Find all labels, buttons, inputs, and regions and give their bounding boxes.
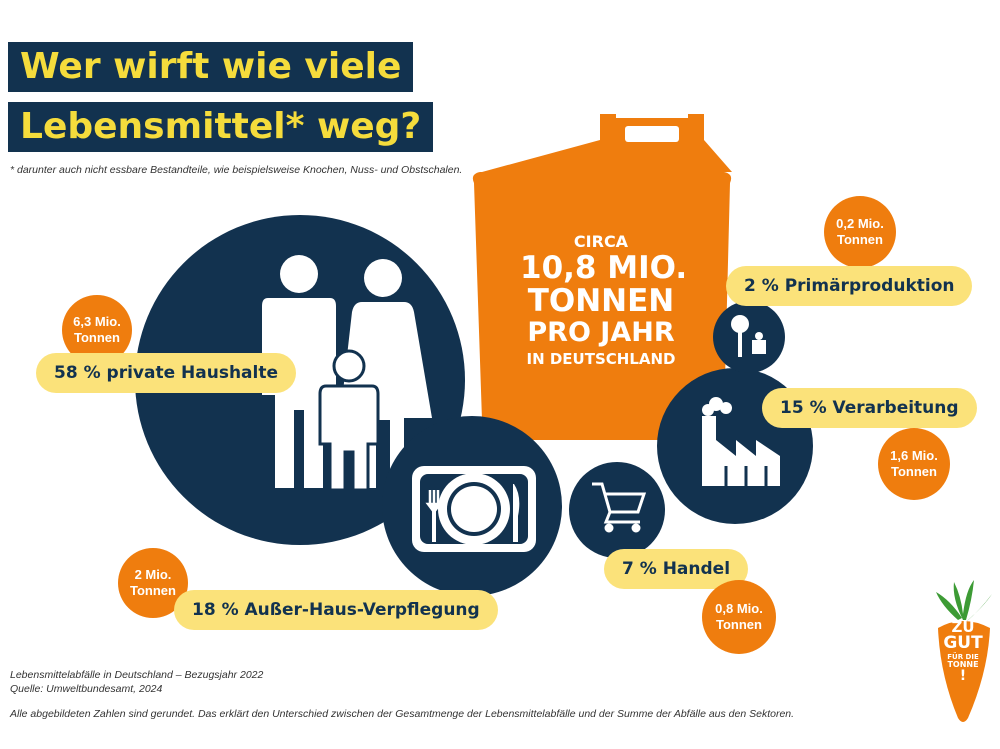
footnote: * darunter auch nicht essbare Bestandtei…: [10, 164, 463, 176]
households-amount-unit: Tonnen: [74, 330, 120, 345]
primary-circle: [713, 301, 785, 373]
processing-amount-unit: Tonnen: [891, 464, 937, 479]
total-unit: TONNEN: [527, 283, 675, 319]
processing-amount-bubble: 1,6 Mio. Tonnen: [878, 428, 950, 500]
factory-icon: [702, 397, 780, 486]
disclaimer: Alle abgebildeten Zahlen sind gerundet. …: [10, 708, 795, 720]
plate-cutlery-icon: [412, 466, 536, 552]
outofhome-amount-value: 2 Mio.: [134, 567, 172, 582]
family-icon: [262, 255, 432, 492]
outofhome-amount-unit: Tonnen: [130, 583, 176, 598]
primary-amount-bubble: 0,2 Mio. Tonnen: [824, 196, 896, 268]
logo-line-4: TONNE: [947, 660, 979, 669]
retail-circle: [569, 462, 665, 558]
total-circa: CIRCA: [573, 232, 629, 251]
shopping-cart-icon: [592, 482, 647, 533]
total-amount: 10,8 MIO.: [520, 250, 688, 286]
title-line-1: Wer wirft wie viele: [8, 42, 414, 92]
carrot-logo-icon: [936, 580, 992, 722]
retail-label: 7 % Handel: [604, 549, 749, 589]
farm-icon: [731, 315, 766, 357]
source-line-2: Quelle: Umweltbundesamt, 2024: [10, 683, 163, 695]
households-label: 58 % private Haushalte: [36, 353, 297, 393]
retail-amount-unit: Tonnen: [716, 617, 762, 632]
logo-line-5: !: [959, 668, 967, 684]
retail-amount-bubble: 0,8 Mio. Tonnen: [702, 580, 776, 654]
title-line-2: Lebensmittel* weg?: [8, 102, 434, 152]
total-per-year: PRO JAHR: [527, 317, 675, 348]
outofhome-label: 18 % Außer-Haus-Verpflegung: [174, 590, 498, 630]
logo-line-2: GUT: [943, 633, 983, 653]
primary-label: 2 % Primärproduktion: [726, 266, 973, 306]
carrot-logo-text: ZU GUT FÜR DIE TONNE !: [940, 618, 986, 684]
bin-icon: [472, 114, 732, 440]
logo-line-3: FÜR DIE: [947, 653, 979, 661]
households-amount-value: 6,3 Mio.: [73, 314, 121, 329]
primary-amount-value: 0,2 Mio.: [836, 216, 884, 231]
retail-amount-value: 0,8 Mio.: [715, 601, 763, 616]
processing-label: 15 % Verarbeitung: [762, 388, 977, 428]
source-line-1: Lebensmittelabfälle in Deutschland – Bez…: [10, 669, 264, 681]
logo-line-1: ZU: [951, 618, 975, 636]
primary-amount-unit: Tonnen: [837, 232, 883, 247]
total-in-germany: IN DEUTSCHLAND: [526, 350, 676, 368]
processing-amount-value: 1,6 Mio.: [890, 448, 938, 463]
